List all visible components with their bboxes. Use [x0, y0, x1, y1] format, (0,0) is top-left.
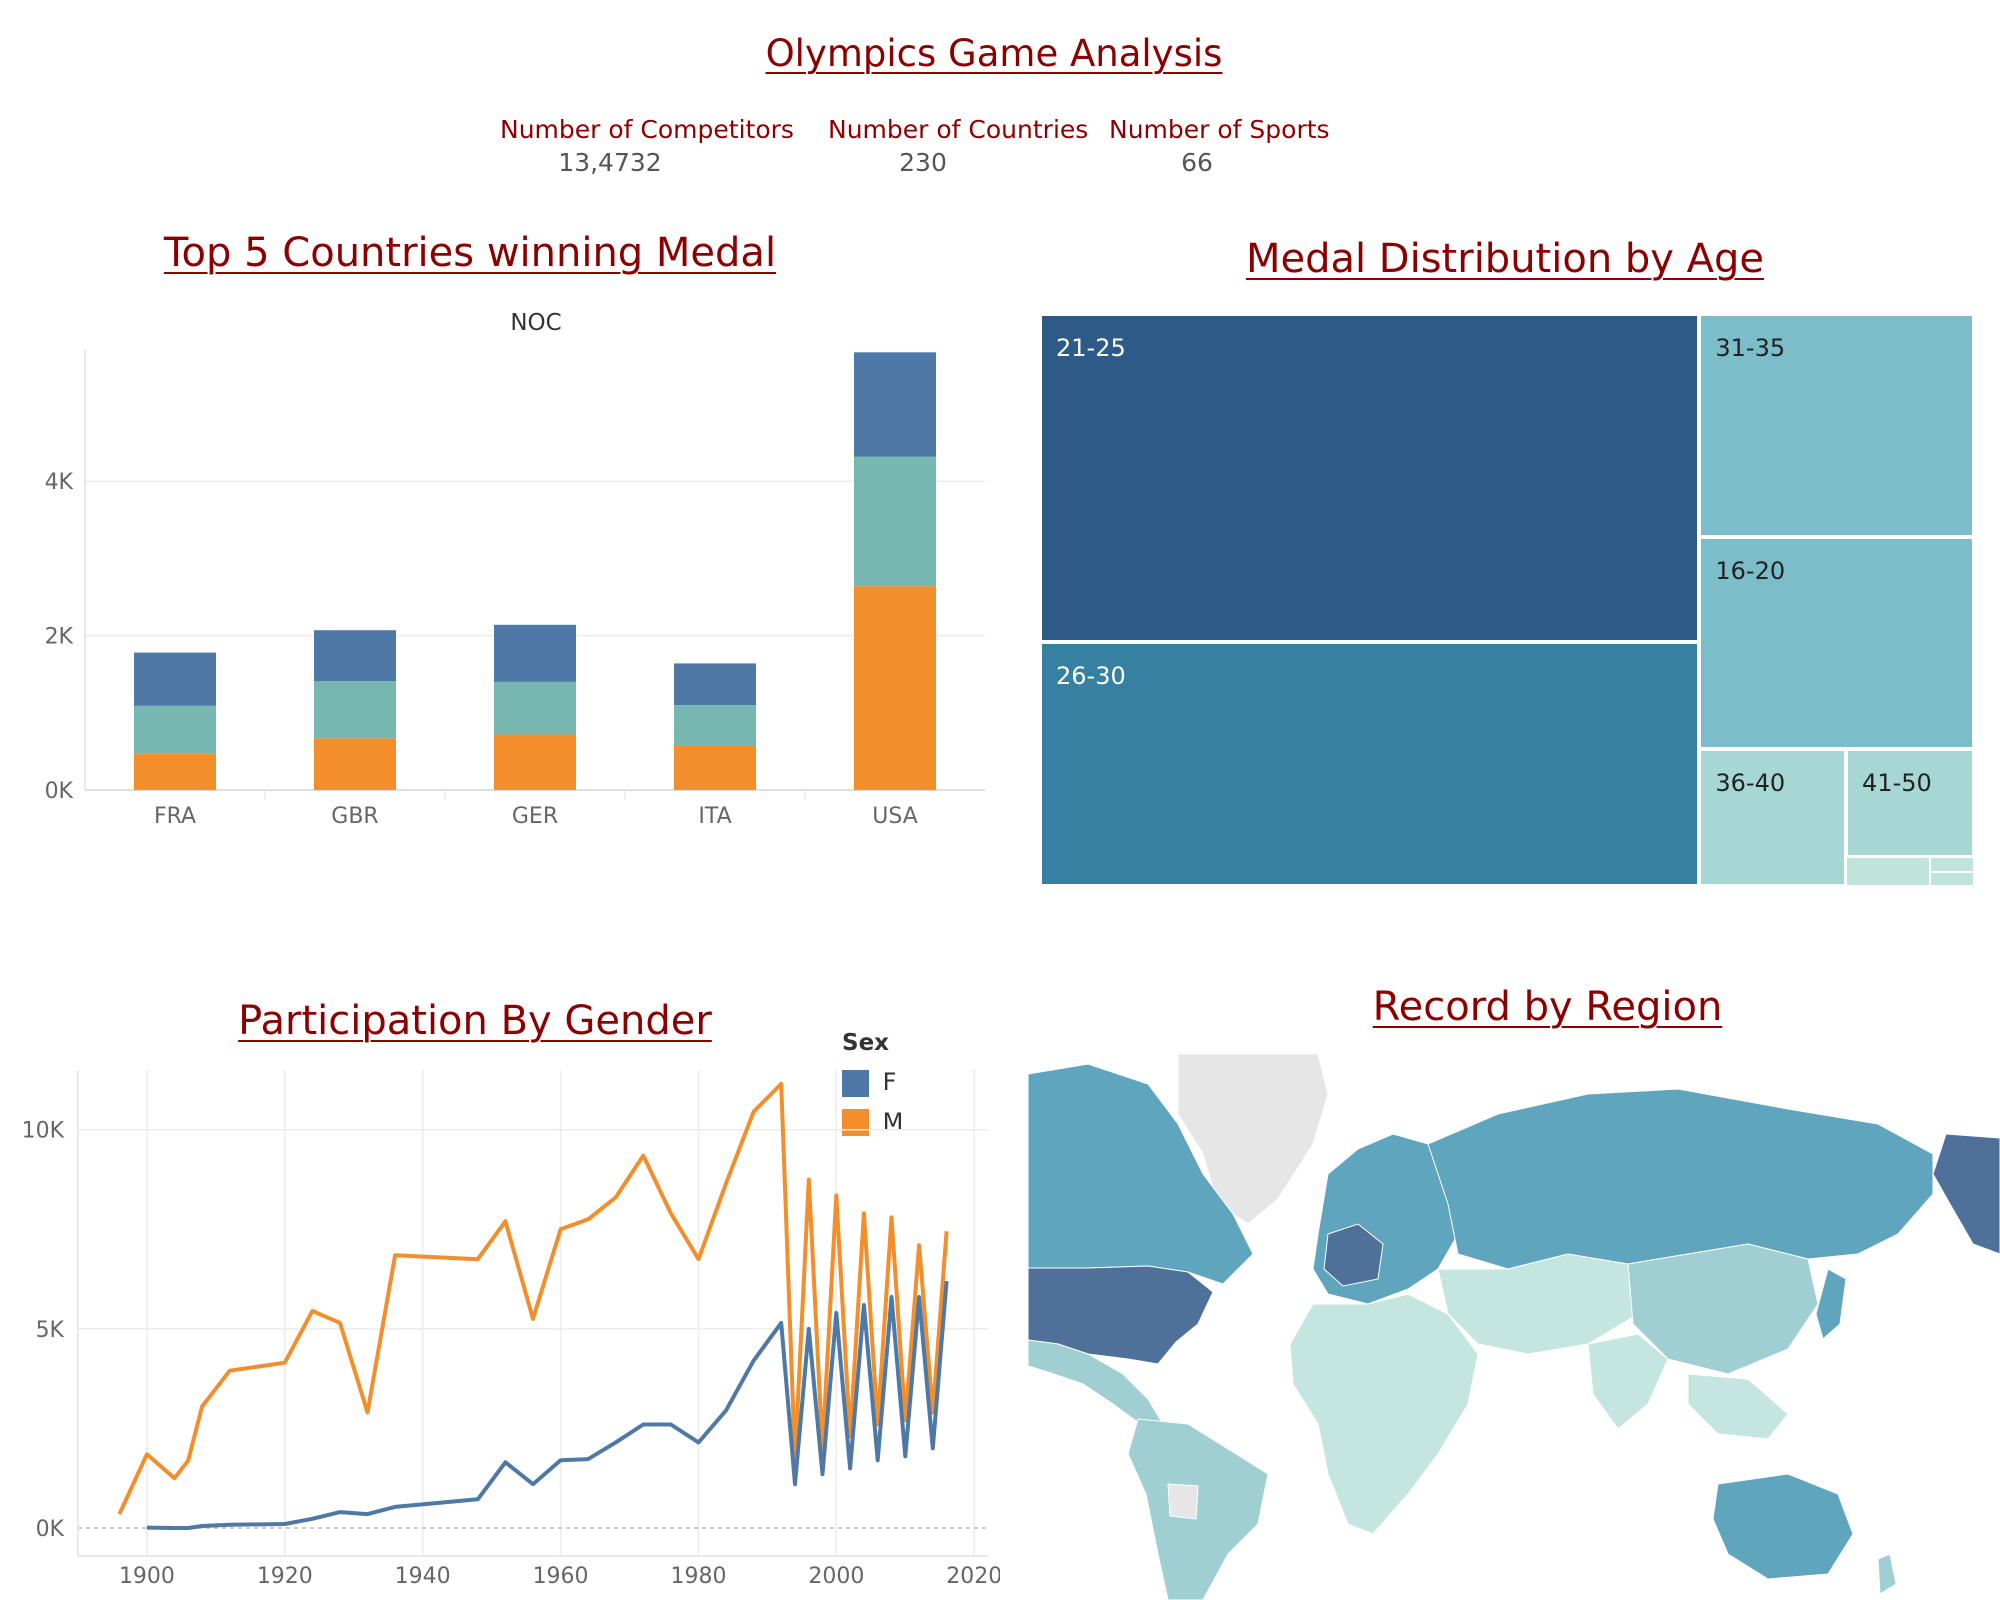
map-title: Record by Region [1372, 984, 1723, 1030]
bar-x-label: ITA [698, 804, 731, 829]
treemap-cell-31-35[interactable]: 31-35 [1699, 314, 1974, 538]
map-region-south-asia[interactable] [1587, 1333, 1669, 1430]
map-region-japan[interactable] [1815, 1268, 1847, 1340]
legend-label-m: M [882, 1107, 904, 1136]
bar-segment-ger-2[interactable] [494, 624, 576, 682]
bar-y-tick: 2K [45, 625, 74, 650]
map-region-new-zealand[interactable] [1877, 1553, 1897, 1595]
gender-legend: Sex F M [842, 1030, 903, 1147]
map-region-southeast-asia[interactable] [1687, 1373, 1789, 1440]
bar-y-tick: 4K [45, 470, 74, 495]
treemap-cell-minor[interactable] [1930, 857, 1974, 872]
bar-segment-ita-0[interactable] [674, 746, 756, 790]
legend-swatch-f [842, 1069, 869, 1097]
bar-segment-gbr-0[interactable] [314, 738, 396, 790]
treemap-cell-21-25[interactable]: 21-25 [1040, 314, 1700, 643]
map-region-central-asia[interactable] [1437, 1253, 1639, 1355]
kpi-value: 230 [899, 148, 947, 177]
treemap-cell-label: 21-25 [1056, 334, 1126, 362]
map-region-china[interactable] [1627, 1243, 1819, 1375]
bar-x-label: USA [872, 804, 918, 829]
kpi-value: 13,4732 [558, 148, 662, 177]
kpi-label: Number of Countries [828, 115, 1089, 144]
treemap-cell-16-20[interactable]: 16-20 [1699, 537, 1974, 749]
treemap-cell-label: 26-30 [1056, 662, 1126, 691]
treemap-cell-label: 31-35 [1715, 334, 1786, 362]
top-countries-bar-chart: NOC 0K 2K 4K FRA GBR GER ITA USA [45, 310, 985, 829]
bar-segment-ger-1[interactable] [494, 681, 576, 735]
bar-segment-ita-2[interactable] [674, 663, 756, 706]
legend-item-m[interactable]: M [842, 1107, 904, 1136]
age-treemap: 21-25 26-30 31-35 16-20 36-40 41-50 [1040, 314, 1974, 886]
line-x-tick: 1900 [119, 1564, 175, 1589]
bar-chart-header: NOC [510, 310, 561, 336]
treemap-cell-minor[interactable] [1846, 857, 1931, 886]
dashboard-title: Olympics Game Analysis [765, 32, 1223, 75]
map-region-africa[interactable] [1289, 1293, 1479, 1535]
line-x-tick: 1960 [533, 1564, 589, 1589]
treemap-cell-36-40[interactable]: 36-40 [1699, 748, 1847, 886]
bar-segment-fra-2[interactable] [134, 652, 216, 706]
bar-x-label: FRA [154, 804, 196, 829]
line-x-tick: 1980 [670, 1564, 726, 1589]
bar-chart-title: Top 5 Countries winning Medal [163, 230, 777, 276]
legend-swatch-m [842, 1109, 869, 1136]
treemap-cell-26-30[interactable]: 26-30 [1040, 642, 1700, 886]
kpi-label: Number of Competitors [500, 115, 794, 144]
bar-segment-usa-1[interactable] [854, 456, 936, 587]
line-x-tick: 1920 [257, 1564, 313, 1589]
line-series-m[interactable] [117, 1081, 949, 1515]
line-chart-title: Participation By Gender [238, 998, 712, 1044]
line-x-tick: 1940 [395, 1564, 451, 1589]
map-region-western-europe[interactable] [1323, 1223, 1384, 1287]
bar-segment-usa-2[interactable] [854, 352, 936, 457]
bar-segment-ita-1[interactable] [674, 705, 756, 746]
bar-x-label: GBR [331, 804, 378, 829]
bar-segment-gbr-2[interactable] [314, 630, 396, 682]
treemap-title: Medal Distribution by Age [1245, 236, 1765, 282]
map-region-bolivia[interactable] [1167, 1483, 1199, 1520]
treemap-cell-41-50[interactable]: 41-50 [1846, 748, 1974, 858]
kpi-countries: Number of Countries 230 [828, 115, 1088, 177]
bar-segment-fra-1[interactable] [134, 705, 216, 754]
bar-y-tick: 0K [45, 779, 74, 804]
line-y-tick: 5K [36, 1318, 65, 1343]
bar-segment-usa-0[interactable] [854, 586, 936, 790]
map-region-south-america[interactable] [1127, 1418, 1269, 1600]
line-y-tick: 10K [22, 1119, 65, 1144]
line-series-f[interactable] [146, 1280, 949, 1530]
bar-x-label: GER [512, 804, 558, 829]
legend-title: Sex [842, 1030, 889, 1056]
treemap-cell-minor[interactable] [1930, 871, 1974, 886]
kpi-label: Number of Sports [1109, 115, 1330, 144]
gender-line-chart: 1900 1920 1940 1960 1980 2000 2020 0K 5K 10K [22, 1070, 1000, 1589]
line-y-tick: 0K [36, 1517, 65, 1542]
legend-item-f[interactable]: F [842, 1068, 903, 1097]
treemap-cell-label: 41-50 [1862, 768, 1932, 797]
map-region-australia[interactable] [1712, 1473, 1854, 1580]
kpi-competitors: Number of Competitors 13,4732 [500, 115, 794, 177]
bar-segment-ger-0[interactable] [494, 734, 576, 790]
kpi-sports: Number of Sports 66 [1109, 115, 1349, 177]
kpi-value: 66 [1181, 148, 1213, 177]
legend-label-f: F [882, 1068, 897, 1096]
map-region-greenland[interactable] [1177, 1054, 1329, 1225]
bar-segment-gbr-1[interactable] [314, 681, 396, 739]
treemap-cell-label: 36-40 [1715, 768, 1786, 797]
treemap-cell-label: 16-20 [1715, 557, 1786, 586]
region-map[interactable] [1028, 1054, 2000, 1600]
bar-segment-fra-0[interactable] [134, 753, 216, 790]
line-x-tick: 2000 [808, 1564, 864, 1589]
line-x-tick: 2020 [946, 1564, 1000, 1589]
